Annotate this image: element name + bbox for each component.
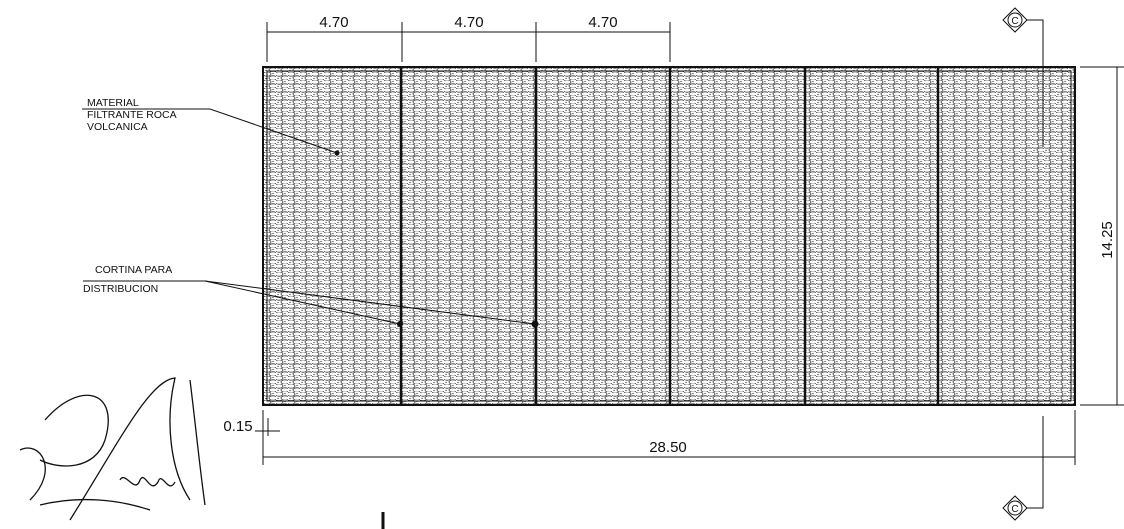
label: MATERIAL: [87, 97, 139, 109]
bottom-dimensions: 0.15 28.50: [223, 410, 1076, 465]
right-dimension: 14.25: [1080, 66, 1124, 406]
dimension: 4.70: [454, 14, 483, 31]
annotation-cortina: CORTINA PARA DISTRIBUCION: [83, 264, 539, 328]
top-dimensions: 4.70 4.70 4.70: [266, 14, 671, 62]
dimension: 4.70: [319, 14, 348, 31]
filter-bed: [262, 66, 1076, 406]
dimension: 0.15: [223, 418, 252, 435]
label: DISTRIBUCION: [83, 283, 158, 295]
label: FILTRANTE ROCA: [87, 109, 177, 121]
section-markers: C C: [1002, 7, 1044, 521]
label: CORTINA PARA: [95, 264, 172, 276]
signature: [19, 377, 206, 521]
label: VOLCANICA: [87, 121, 148, 133]
section-label: C: [1011, 504, 1018, 515]
dimension: 4.70: [588, 14, 617, 31]
annotation-material: MATERIAL FILTRANTE ROCA VOLCANICA: [82, 97, 340, 156]
section-label: C: [1011, 16, 1018, 27]
dimension: 14.25: [1099, 221, 1116, 259]
dimension: 28.50: [649, 439, 687, 456]
